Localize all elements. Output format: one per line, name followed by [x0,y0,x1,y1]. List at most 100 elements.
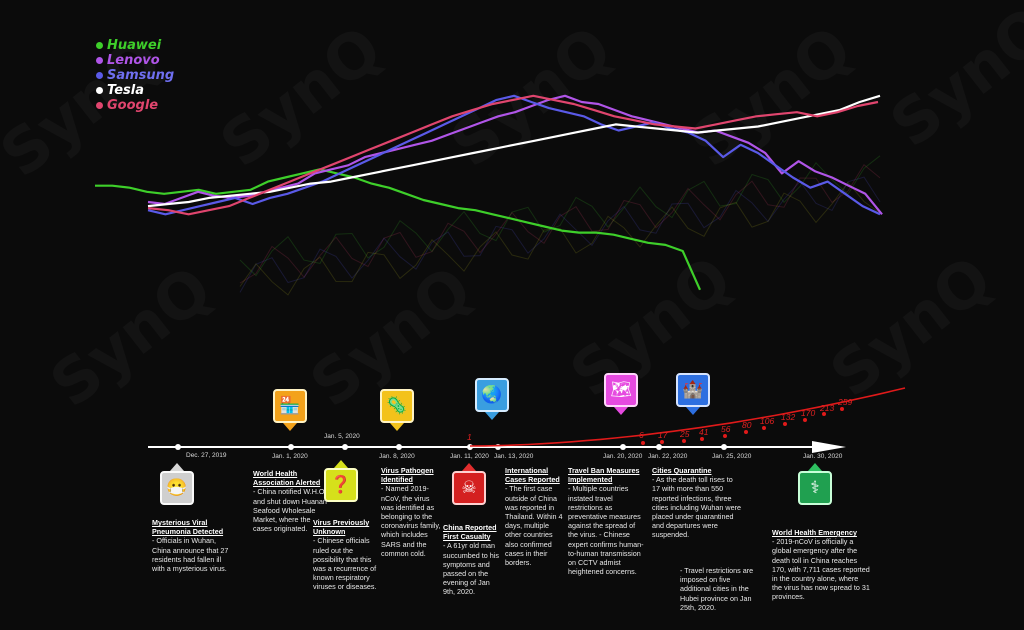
legend-swatch [96,72,103,79]
timeline-date: Jan. 1, 2020 [272,453,308,460]
event-body: - A 61yr old man succumbed to his sympto… [443,541,499,597]
case-point [660,440,664,444]
timeline-arrowhead [812,441,846,453]
legend-swatch [96,87,103,94]
legend-item: Lenovo [96,53,174,68]
event-body: - As the death toll rises to 17 with mor… [652,475,741,540]
case-count-label: 41 [699,427,709,437]
skull-icon: ☠ [452,471,486,505]
icon-pointer [170,463,184,471]
event-body: - 2019-nCoV is officially a global emerg… [772,537,870,602]
event-body: - China notified W.H.O and shut down Hua… [253,487,327,534]
chart-legend: Huawei Lenovo Samsung Tesla Google [96,38,174,113]
legend-swatch [96,42,103,49]
event-title: Cities Quarantine [652,466,712,475]
globe-plane-icon: 🌏 [475,378,509,412]
legend-item: Samsung [96,68,174,83]
timeline-marker [342,444,348,450]
event-body: - Named 2019-nCoV, the virus was identif… [381,484,441,558]
legend-label: Google [107,98,159,113]
event-title: International Cases Reported [505,466,560,485]
faint-series-line [239,155,881,277]
timeline-date: Jan. 5, 2020 [324,433,360,440]
series-line [147,94,881,216]
timeline-date: Jan. 13, 2020 [494,453,534,460]
case-count-label: 17 [658,430,668,440]
event-travel-ban: Travel Ban Measures Implemented - Multipl… [568,466,644,576]
virus-icon: 🦠 [380,389,414,423]
timeline-date: Jan. 11, 2020 [450,453,489,460]
case-count-label: 1 [467,432,472,442]
icon-pointer [283,423,297,431]
world-map-icon: 🗺 [604,373,638,407]
event-body: - The first case outside of China was re… [505,484,563,568]
case-count-label: 56 [721,424,731,434]
event-first-casualty: China Reported First Casualty - A 61yr ol… [443,523,501,597]
case-count-label: 25 [680,429,690,439]
legend-label: Lenovo [107,53,160,68]
timeline-date: Jan. 25, 2020 [712,453,752,460]
case-point [762,426,766,430]
event-title: Virus Pathogen Identified [381,466,434,485]
event-cities-quarantine: Cities Quarantine - As the death toll ris… [652,466,742,540]
case-point [682,439,686,443]
legend-item: Huawei [96,38,174,53]
case-count-label: 132 [781,412,796,422]
series-line [95,168,702,291]
icon-pointer [334,460,348,468]
timeline-date: Dec. 27, 2019 [186,452,227,459]
castle-lock-icon: 🏰 [676,373,710,407]
legend-swatch [96,102,103,109]
event-title: China Reported First Casualty [443,523,497,542]
series-line [147,94,879,216]
medical-star-icon: ⚕ [798,471,832,505]
case-point [641,441,645,445]
timeline-marker [467,444,473,450]
icon-pointer [614,407,628,415]
event-mysterious-pneumonia: Mysterious Viral Pneumonia Detected - Off… [152,518,234,573]
faint-series-line [239,181,881,296]
event-international-cases: International Cases Reported - The first … [505,466,567,567]
timeline-date: Jan. 22, 2020 [648,453,688,460]
legend-label: Huawei [107,38,162,53]
case-count-label: 259 [838,397,853,407]
person-mask-icon: 😷 [160,471,194,505]
event-title: World Health Emergency [772,528,857,537]
timeline-marker [396,444,402,450]
case-growth-curve [469,387,906,447]
icon-pointer [808,463,822,471]
timeline-marker [620,444,626,450]
timeline-date: Jan. 30, 2020 [803,453,843,460]
event-body: - Chinese officials ruled out the possib… [313,536,377,592]
event-pathogen-identified: Virus Pathogen Identified - Named 2019-nC… [381,466,441,558]
event-virus-unknown: Virus Previously Unknown - Chinese offici… [313,518,379,592]
icon-pointer [390,423,404,431]
legend-swatch [96,57,103,64]
timeline-marker [721,444,727,450]
case-point [803,418,807,422]
event-who-alerted: World Health Association Alerted - China … [253,469,327,533]
case-point [744,430,748,434]
legend-label: Tesla [107,83,144,98]
event-title: World Health Association Alerted [253,469,321,488]
case-count-label: 106 [760,416,775,426]
legend-item: Google [96,98,174,113]
question-mark-icon: ❓ [324,468,358,502]
case-point [723,434,727,438]
timeline-date: Jan. 20, 2020 [603,453,643,460]
timeline-date: Jan. 8, 2020 [379,453,415,460]
series-line [147,94,883,215]
case-point [840,407,844,411]
case-point [700,437,704,441]
timeline-marker [288,444,294,450]
case-count-label: 6 [639,430,644,440]
event-body: - Travel restrictions are imposed on fiv… [680,566,754,612]
timeline-marker [814,444,820,450]
timeline-marker [656,444,662,450]
event-title: Virus Previously Unknown [313,518,370,537]
event-body: - Multiple countries instated travel res… [568,484,644,577]
icon-pointer [462,463,476,471]
series-line [147,94,881,208]
